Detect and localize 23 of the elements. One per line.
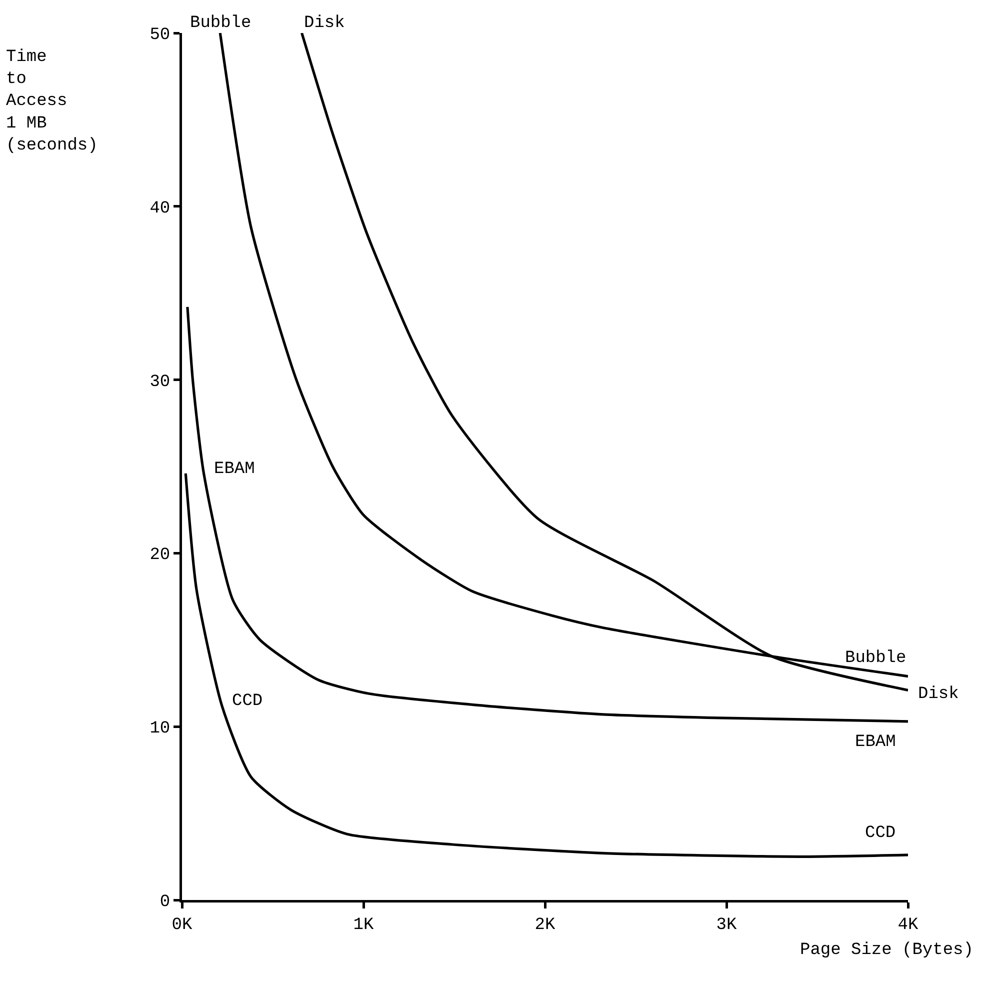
series-label: EBAM: [214, 460, 255, 479]
series-label: CCD: [232, 692, 263, 711]
x-tick-label: 1K: [353, 916, 374, 935]
x-tick-label: 0K: [172, 916, 193, 935]
series-label: Bubble: [845, 649, 906, 668]
series-label: Disk: [304, 14, 345, 33]
y-tick-label: 10: [150, 720, 170, 739]
line-series: [186, 306, 908, 723]
text: Bubble: [190, 14, 252, 33]
text: CCD: [865, 824, 896, 843]
text: EBAM: [855, 733, 896, 752]
y-tick-label: 20: [150, 546, 170, 566]
x-axis-title: Page Size (Bytes): [800, 941, 974, 960]
y-axis-title: Time to Access 1 MB (seconds): [6, 48, 98, 156]
x-tick-label: 4K: [898, 916, 919, 935]
x-tick-label: 2K: [534, 916, 556, 935]
y-tick-label: 50: [150, 26, 170, 45]
y-tick-label: 40: [150, 199, 170, 218]
line-series: [184, 472, 908, 858]
y-tick-label: 0: [160, 892, 170, 912]
text: Disk: [918, 685, 959, 704]
x-tick-label: 3K: [716, 916, 738, 935]
y-tick-label: 30: [150, 372, 170, 392]
